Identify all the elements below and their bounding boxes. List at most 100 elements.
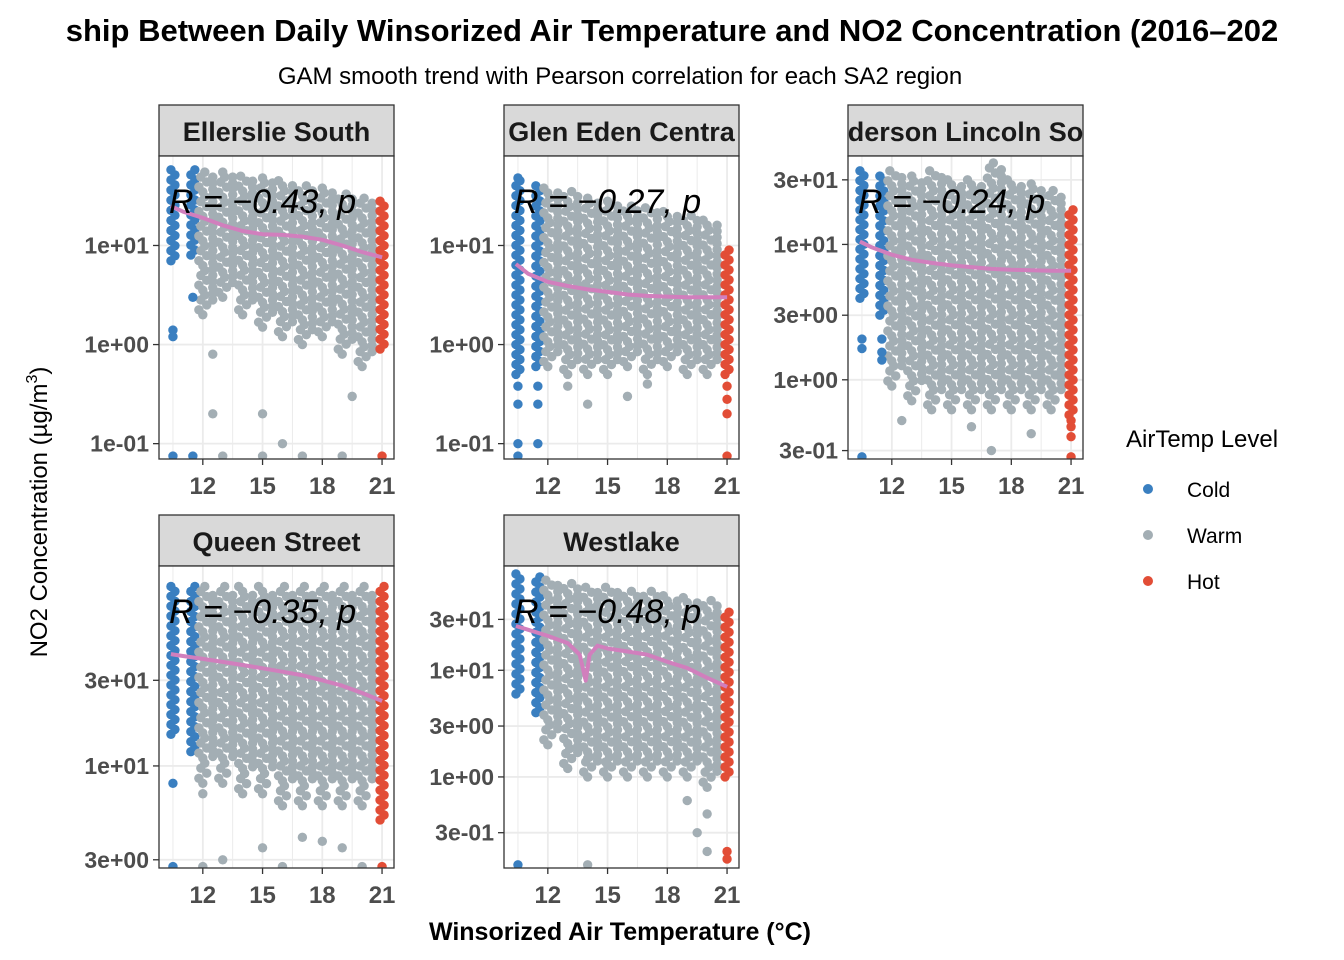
point-warm <box>247 590 258 601</box>
point-cold <box>511 569 521 579</box>
point-warm <box>883 376 893 386</box>
correlation-annotation: R = −0.43, p <box>169 183 356 221</box>
point-warm <box>922 200 933 211</box>
point-hot <box>722 394 732 405</box>
x-tick-label: 12 <box>189 882 216 909</box>
x-tick-label: 15 <box>938 473 965 500</box>
point-warm <box>293 796 304 806</box>
point-warm <box>996 365 1007 375</box>
point-warm <box>233 230 244 241</box>
point-warm <box>580 582 591 592</box>
point-warm <box>698 240 708 250</box>
point-warm <box>353 332 363 342</box>
point-warm <box>333 771 343 781</box>
point-warm <box>559 290 569 301</box>
point-warm <box>353 771 363 781</box>
point-warm <box>273 671 284 681</box>
annotation-text: R = −0.48, <box>514 593 682 631</box>
point-warm <box>333 269 343 279</box>
point-warm <box>626 586 637 597</box>
point-warm <box>297 451 308 459</box>
point-warm <box>903 216 913 226</box>
facet-strip-background <box>158 514 395 567</box>
point-warm <box>1022 375 1032 385</box>
x-tick-label: 12 <box>189 473 216 500</box>
panel: Westlake R = −0.48, p 12 15 18 21 3e-01 1e+00 3e… <box>429 514 740 909</box>
point-warm <box>1022 249 1032 259</box>
point-warm <box>982 400 993 410</box>
point-warm <box>194 748 204 758</box>
point-warm <box>559 608 569 619</box>
point-warm <box>563 381 573 391</box>
point-warm <box>293 646 304 656</box>
annotation-p: p <box>336 593 356 631</box>
facet-strip-background <box>503 514 740 567</box>
panels-area: Ellerslie South R = −0.43, p 12 15 18 21 1e-01… <box>84 104 1084 909</box>
point-warm <box>273 251 284 261</box>
x-tick-label: 15 <box>594 473 621 500</box>
point-hot <box>377 861 387 868</box>
point-warm <box>658 591 669 601</box>
point-warm <box>658 306 669 317</box>
point-warm <box>702 846 712 857</box>
point-warm <box>996 358 1007 369</box>
point-warm <box>996 242 1007 252</box>
point-warm <box>678 742 688 752</box>
point-warm <box>233 255 244 266</box>
point-warm <box>559 683 569 694</box>
point-warm <box>996 210 1007 220</box>
point-warm <box>194 647 204 657</box>
point-warm <box>578 592 589 602</box>
point-hot <box>724 607 734 617</box>
point-warm <box>313 277 324 287</box>
point-warm <box>313 696 324 706</box>
point-warm <box>638 263 649 274</box>
point-warm <box>922 350 933 360</box>
point-warm <box>293 746 304 756</box>
point-warm <box>273 326 284 337</box>
point-warm <box>578 617 589 627</box>
panel-border <box>847 155 1084 460</box>
point-warm <box>208 349 218 359</box>
y-tick-label: 3e+00 <box>429 713 494 739</box>
facet-strip-label: Westlake <box>563 527 680 557</box>
point-warm <box>982 198 993 208</box>
point-warm <box>638 213 649 223</box>
point-warm <box>582 860 593 868</box>
point-warm <box>698 727 708 737</box>
y-tick-label: 1e+01 <box>84 232 149 258</box>
point-warm <box>638 314 649 324</box>
facet-strip: derson Lincoln So <box>847 104 1084 157</box>
point-warm <box>1002 200 1013 210</box>
point-warm <box>293 310 304 320</box>
axes: 12 15 18 21 1e-01 1e+00 1e+01 <box>84 232 395 500</box>
data-points <box>511 569 734 868</box>
point-warm <box>327 590 337 601</box>
point-warm <box>1022 224 1032 234</box>
point-warm <box>333 746 343 756</box>
point-warm <box>638 616 649 627</box>
point-warm <box>333 344 343 354</box>
point-warm <box>962 200 973 210</box>
point-warm <box>253 758 264 769</box>
point-warm <box>279 581 290 592</box>
legend-key <box>1143 530 1153 540</box>
point-warm <box>598 617 609 627</box>
point-warm <box>903 341 913 351</box>
point-warm <box>942 325 953 335</box>
point-cold <box>168 861 178 868</box>
point-warm <box>257 173 268 183</box>
point-warm <box>539 282 549 292</box>
x-tick-label: 21 <box>369 473 396 500</box>
point-warm <box>559 583 569 594</box>
point-warm <box>698 215 708 225</box>
point-warm <box>333 696 343 706</box>
point-warm <box>903 191 913 201</box>
y-tick-label: 1e+00 <box>773 367 838 393</box>
point-warm <box>578 213 589 224</box>
x-tick-label: 12 <box>878 473 905 500</box>
point-warm <box>600 582 611 592</box>
point-warm <box>194 697 204 708</box>
point-warm <box>539 685 549 695</box>
annotation-p: p <box>681 183 701 221</box>
